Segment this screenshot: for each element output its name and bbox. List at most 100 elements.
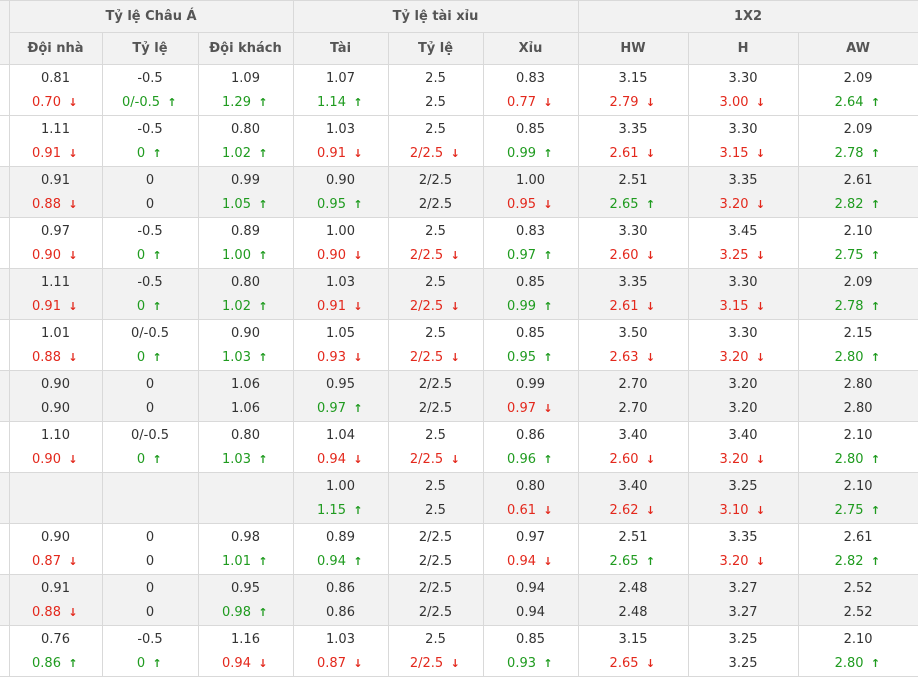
odds-row[interactable]: 1.01 0.88 0/-0.5 0 0.90 1.03 1.05 0.93 2.5 2/2.5 0… xyxy=(0,319,918,371)
odds-row[interactable]: 0.900.87000.981.010.890.942/2.52/2.50.97… xyxy=(0,523,918,575)
odds-row[interactable]: 0.900.90001.061.060.950.972/2.52/2.50.99… xyxy=(0,370,918,422)
odds-row[interactable]: 1.11 0.91 -0.5 0 0.80 1.02 1.03 0.91 2.5 2/2.5 0.8… xyxy=(0,268,918,320)
arrow-down-icon xyxy=(449,246,461,265)
current-odds-value: 2.82 xyxy=(835,552,882,571)
arrow-up-icon xyxy=(257,297,269,316)
opening-odds-value: 3.30 xyxy=(728,274,758,290)
current-odds-value: 0.88 xyxy=(32,348,79,367)
odds-row[interactable]: 0.910.88000.991.050.900.952/2.52/2.51.00… xyxy=(0,166,918,218)
over-odds-cell: 0.89 0.94 xyxy=(292,523,389,575)
arrow-up-icon xyxy=(870,246,882,265)
odds-row[interactable]: 0.910.88000.950.980.860.862/2.52/2.50.94… xyxy=(0,574,918,626)
away-odds-values: 0.80 1.03 xyxy=(199,426,292,469)
away-odds-values: 0.89 1.00 xyxy=(199,222,292,265)
current-odds-text: 2/2.5 xyxy=(409,655,444,671)
odds-row[interactable]: 0.810.70-0.50/-0.51.091.291.071.142.52.5… xyxy=(0,64,918,116)
opening-odds-value: 3.15 xyxy=(618,631,648,647)
current-odds-text: 0.95 xyxy=(507,349,536,365)
current-odds-value: 2.63 xyxy=(610,348,657,367)
opening-odds-value: 2.10 xyxy=(843,631,873,647)
total-line-cell: 2.5 2/2.5 xyxy=(387,115,484,167)
arrow-down-icon xyxy=(449,654,461,673)
opening-odds-value: 0 xyxy=(145,580,155,596)
handicap-line-cell: -0.5 0 xyxy=(101,625,199,677)
home-win-odds-cell: 2.70 2.70 xyxy=(577,370,689,422)
current-odds-text: 0.95 xyxy=(507,196,536,212)
opening-odds-value: 1.06 xyxy=(231,376,260,392)
opening-odds-value: 2.70 xyxy=(618,376,648,392)
arrow-up-icon xyxy=(542,246,554,265)
current-odds-text: 2.62 xyxy=(609,502,639,518)
draw-odds-values: 3.30 3.15 xyxy=(689,120,797,163)
current-odds-text: 1.03 xyxy=(222,451,251,467)
arrow-down-icon xyxy=(755,501,767,520)
current-odds-text: 1.00 xyxy=(222,247,251,263)
arrow-up-icon xyxy=(542,348,554,367)
opening-odds-value: 2.10 xyxy=(843,223,873,239)
current-odds-text: 2.48 xyxy=(618,604,648,620)
arrow-down-icon xyxy=(755,297,767,316)
under-odds-values: 0.94 0.94 xyxy=(484,579,577,622)
arrow-up-icon xyxy=(870,501,882,520)
current-odds-value: 3.20 xyxy=(720,450,767,469)
current-odds-value: 3.27 xyxy=(729,603,758,622)
home-win-odds-cell: 3.30 2.60 xyxy=(577,217,689,269)
handicap-line-values: -0.5 0 xyxy=(103,273,197,316)
arrow-up-icon xyxy=(352,501,364,520)
home-win-odds-cell: 3.50 2.63 xyxy=(577,319,689,371)
opening-odds-value: 2.09 xyxy=(843,121,873,137)
current-odds-value: 2.64 xyxy=(835,93,882,112)
total-line-cell: 2.5 2/2.5 xyxy=(387,625,484,677)
under-odds-cell: 0.85 0.95 xyxy=(482,319,579,371)
opening-odds-value: 3.27 xyxy=(728,580,758,596)
current-odds-value: 0 xyxy=(137,450,163,469)
draw-odds-cell: 3.35 3.20 xyxy=(687,523,799,575)
away-odds-values: 1.16 0.94 xyxy=(199,630,292,673)
row-lead-cell xyxy=(0,370,10,422)
home-odds-values: 1.01 0.88 xyxy=(10,324,101,367)
opening-odds-value: 2.51 xyxy=(618,529,648,545)
odds-row[interactable]: 0.76 0.86 -0.5 0 1.16 0.94 1.03 0.87 2.5 2/2.5 0.8… xyxy=(0,625,918,677)
opening-odds-value: 1.11 xyxy=(41,121,70,137)
away-win-odds-cell: 2.09 2.78 xyxy=(797,268,918,320)
away-odds-cell: 1.06 1.06 xyxy=(197,370,294,422)
current-odds-text: 0 xyxy=(145,553,155,569)
current-odds-text: 3.15 xyxy=(719,145,749,161)
current-odds-value: 0 xyxy=(137,348,163,367)
row-lead-cell xyxy=(0,166,10,218)
odds-row[interactable]: 0.97 0.90 -0.5 0 0.89 1.00 1.00 0.90 2.5 2/2.5 0.8… xyxy=(0,217,918,269)
current-odds-text: 0.91 xyxy=(32,298,61,314)
current-odds-text: 0 xyxy=(136,247,146,263)
opening-odds-value: 2/2.5 xyxy=(418,529,453,545)
current-odds-text: 0.88 xyxy=(32,349,61,365)
current-odds-value: 0 xyxy=(146,552,154,571)
opening-odds-value: 2.10 xyxy=(843,427,873,443)
over-odds-values: 1.03 0.87 xyxy=(294,630,387,673)
home-win-odds-cell: 3.15 2.65 xyxy=(577,625,689,677)
opening-odds-value: 0.98 xyxy=(231,529,260,545)
opening-odds-value: 0.80 xyxy=(516,478,545,494)
over-odds-cell: 1.07 1.14 xyxy=(292,64,389,116)
handicap-line-values xyxy=(103,477,197,520)
current-odds-text: 0.98 xyxy=(222,604,251,620)
away-win-odds-cell: 2.10 2.75 xyxy=(797,217,918,269)
odds-row[interactable]: 1.00 1.15 2.5 2.5 0.80 0.61 3.40 2.62 3.25 3.10 2.… xyxy=(0,472,918,524)
odds-row[interactable]: 1.10 0.90 0/-0.5 0 0.80 1.03 1.04 0.94 2.5 2/2.5 0… xyxy=(0,421,918,473)
home-odds-cell: 0.91 0.88 xyxy=(8,574,103,626)
current-odds-value: 2.80 xyxy=(835,348,882,367)
away-win-odds-cell: 2.09 2.78 xyxy=(797,115,918,167)
arrow-up-icon xyxy=(151,450,163,469)
current-odds-value: 2/2.5 xyxy=(419,552,452,571)
odds-row[interactable]: 1.11 0.91 -0.5 0 0.80 1.02 1.03 0.91 2.5 2/2.5 0.8… xyxy=(0,115,918,167)
current-odds-value: 2/2.5 xyxy=(419,399,452,418)
away-win-odds-cell: 2.52 2.52 xyxy=(797,574,918,626)
current-odds-text: 3.15 xyxy=(719,298,749,314)
under-odds-values: 0.86 0.96 xyxy=(484,426,577,469)
current-odds-text: 3.20 xyxy=(719,196,749,212)
draw-odds-cell: 3.25 3.10 xyxy=(687,472,799,524)
row-lead-cell xyxy=(0,115,10,167)
